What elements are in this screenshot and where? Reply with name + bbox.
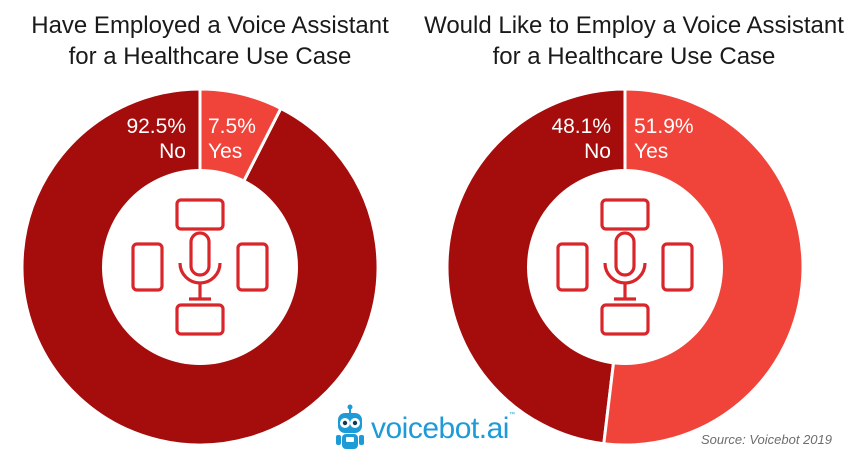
chart-2-label-yes-value: 51.9% bbox=[634, 115, 694, 138]
source-note: Source: Voicebot 2019 bbox=[700, 432, 832, 447]
chart-1-donut-hole bbox=[102, 169, 298, 365]
brand-logo: voicebot.ai™ bbox=[335, 400, 515, 458]
brand-name: voicebot.ai™ bbox=[371, 412, 515, 445]
chart-2-title: Would Like to Employ a Voice Assistant f… bbox=[418, 10, 850, 72]
chart-2-label-yes: Yes bbox=[634, 140, 668, 163]
chart-1-title: Have Employed a Voice Assistant for a He… bbox=[0, 10, 420, 72]
trademark-symbol: ™ bbox=[508, 412, 515, 418]
chart-2-title-line-2: for a Healthcare Use Case bbox=[492, 43, 776, 70]
chart-1-label-no-value: 92.5% bbox=[126, 115, 186, 138]
chart-1-label-no: No bbox=[159, 140, 186, 163]
chart-1-title-line-2: for a Healthcare Use Case bbox=[68, 43, 352, 70]
chart-2-donut-hole bbox=[527, 169, 723, 365]
chart-1-label-yes: Yes bbox=[208, 140, 242, 163]
chart-2-label-no: No bbox=[584, 140, 611, 163]
chart-2-title-line-1: Would Like to Employ a Voice Assistant bbox=[424, 12, 844, 39]
chart-1-title-line-1: Have Employed a Voice Assistant bbox=[31, 12, 389, 39]
chart-1-label-yes-value: 7.5% bbox=[208, 115, 256, 138]
chart-2-label-no-value: 48.1% bbox=[551, 115, 611, 138]
robot-mascot-icon bbox=[336, 404, 364, 449]
